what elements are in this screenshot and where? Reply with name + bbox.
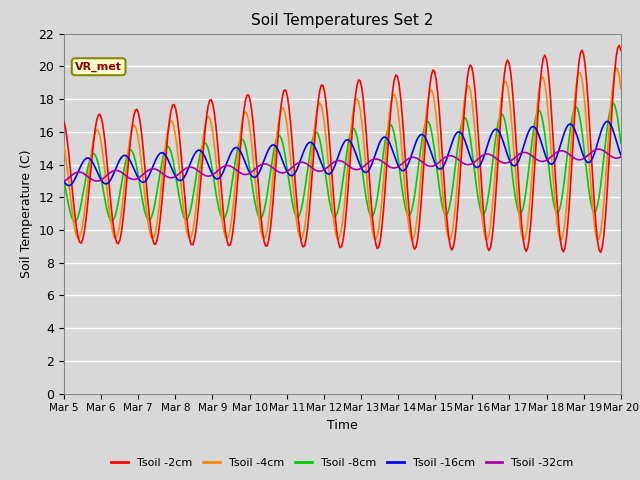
X-axis label: Time: Time bbox=[327, 419, 358, 432]
Text: VR_met: VR_met bbox=[75, 61, 122, 72]
Title: Soil Temperatures Set 2: Soil Temperatures Set 2 bbox=[252, 13, 433, 28]
Y-axis label: Soil Temperature (C): Soil Temperature (C) bbox=[20, 149, 33, 278]
Legend: Tsoil -2cm, Tsoil -4cm, Tsoil -8cm, Tsoil -16cm, Tsoil -32cm: Tsoil -2cm, Tsoil -4cm, Tsoil -8cm, Tsoi… bbox=[107, 453, 578, 472]
